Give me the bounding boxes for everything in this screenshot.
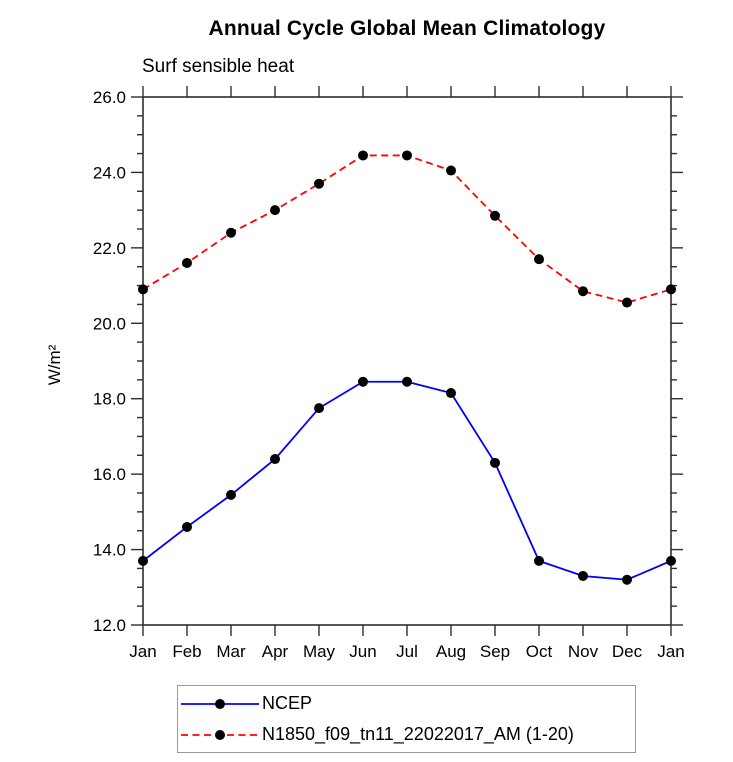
x-tick-label: Dec bbox=[612, 642, 643, 661]
data-point-marker bbox=[358, 150, 368, 161]
data-point-marker bbox=[490, 457, 500, 468]
y-tick-label: 12.0 bbox=[93, 616, 126, 635]
plot-frame bbox=[142, 96, 672, 626]
data-point-marker bbox=[402, 376, 412, 387]
data-point-marker bbox=[622, 297, 632, 308]
y-tick-label: 14.0 bbox=[93, 541, 126, 560]
x-tick-label: May bbox=[303, 642, 336, 661]
data-point-marker bbox=[314, 403, 324, 414]
x-tick-label: Nov bbox=[568, 642, 599, 661]
legend-sample-dashed-line-icon bbox=[181, 729, 259, 740]
data-point-marker bbox=[182, 257, 192, 268]
data-point-marker bbox=[226, 489, 236, 500]
series-line-dashed bbox=[142, 154, 672, 304]
legend-item-n1850: N1850_f09_tn11_22022017_AM (1-20) bbox=[180, 724, 635, 746]
data-point-marker bbox=[138, 284, 148, 295]
y-tick-label: 26.0 bbox=[93, 88, 126, 107]
data-point-marker bbox=[358, 376, 368, 387]
x-tick-label: Sep bbox=[480, 642, 510, 661]
legend-label-n1850: N1850_f09_tn11_22022017_AM (1-20) bbox=[262, 724, 574, 744]
data-point-marker bbox=[138, 555, 148, 566]
data-point-marker bbox=[578, 286, 588, 297]
data-point-marker bbox=[666, 555, 676, 566]
x-tick-label: Jan bbox=[657, 642, 684, 661]
y-tick-label: 24.0 bbox=[93, 163, 126, 182]
data-point-marker bbox=[226, 227, 236, 238]
y-tick-label: 18.0 bbox=[93, 390, 126, 409]
y-tick-label: 20.0 bbox=[93, 314, 126, 333]
data-point-marker bbox=[666, 284, 676, 295]
data-point-marker bbox=[270, 454, 280, 465]
data-point-marker bbox=[534, 555, 544, 566]
legend-label-ncep: NCEP bbox=[262, 693, 313, 713]
data-point-marker bbox=[182, 521, 192, 532]
x-tick-label: Oct bbox=[526, 642, 553, 661]
data-point-marker bbox=[446, 165, 456, 176]
y-tick-label: 16.0 bbox=[93, 465, 126, 484]
chart-subtitle: Surf sensible heat bbox=[142, 56, 295, 77]
legend-marker-dot-icon bbox=[215, 729, 225, 740]
data-point-marker bbox=[446, 388, 456, 399]
legend-item-ncep: NCEP bbox=[180, 693, 635, 715]
legend-marker-dot-icon bbox=[215, 698, 225, 709]
legend-box: NCEP N1850_f09_tn11_22022017_AM (1-20) bbox=[177, 685, 636, 753]
x-tick-label: Mar bbox=[216, 642, 246, 661]
series-line-solid bbox=[142, 380, 672, 581]
chart-title: Annual Cycle Global Mean Climatology bbox=[208, 17, 606, 40]
x-tick-label: Jan bbox=[129, 642, 156, 661]
legend-sample-solid-line-icon bbox=[181, 698, 259, 709]
x-tick-label: Apr bbox=[262, 642, 289, 661]
y-tick-label: 22.0 bbox=[93, 239, 126, 258]
data-point-marker bbox=[402, 150, 412, 161]
data-point-marker bbox=[490, 210, 500, 221]
x-tick-label: Feb bbox=[172, 642, 201, 661]
x-tick-label: Aug bbox=[436, 642, 466, 661]
data-point-marker bbox=[314, 178, 324, 189]
data-point-marker bbox=[578, 570, 588, 581]
data-point-marker bbox=[534, 254, 544, 265]
x-tick-label: Jun bbox=[349, 642, 376, 661]
data-point-marker bbox=[270, 205, 280, 216]
data-point-marker bbox=[622, 574, 632, 585]
x-tick-label: Jul bbox=[396, 642, 418, 661]
